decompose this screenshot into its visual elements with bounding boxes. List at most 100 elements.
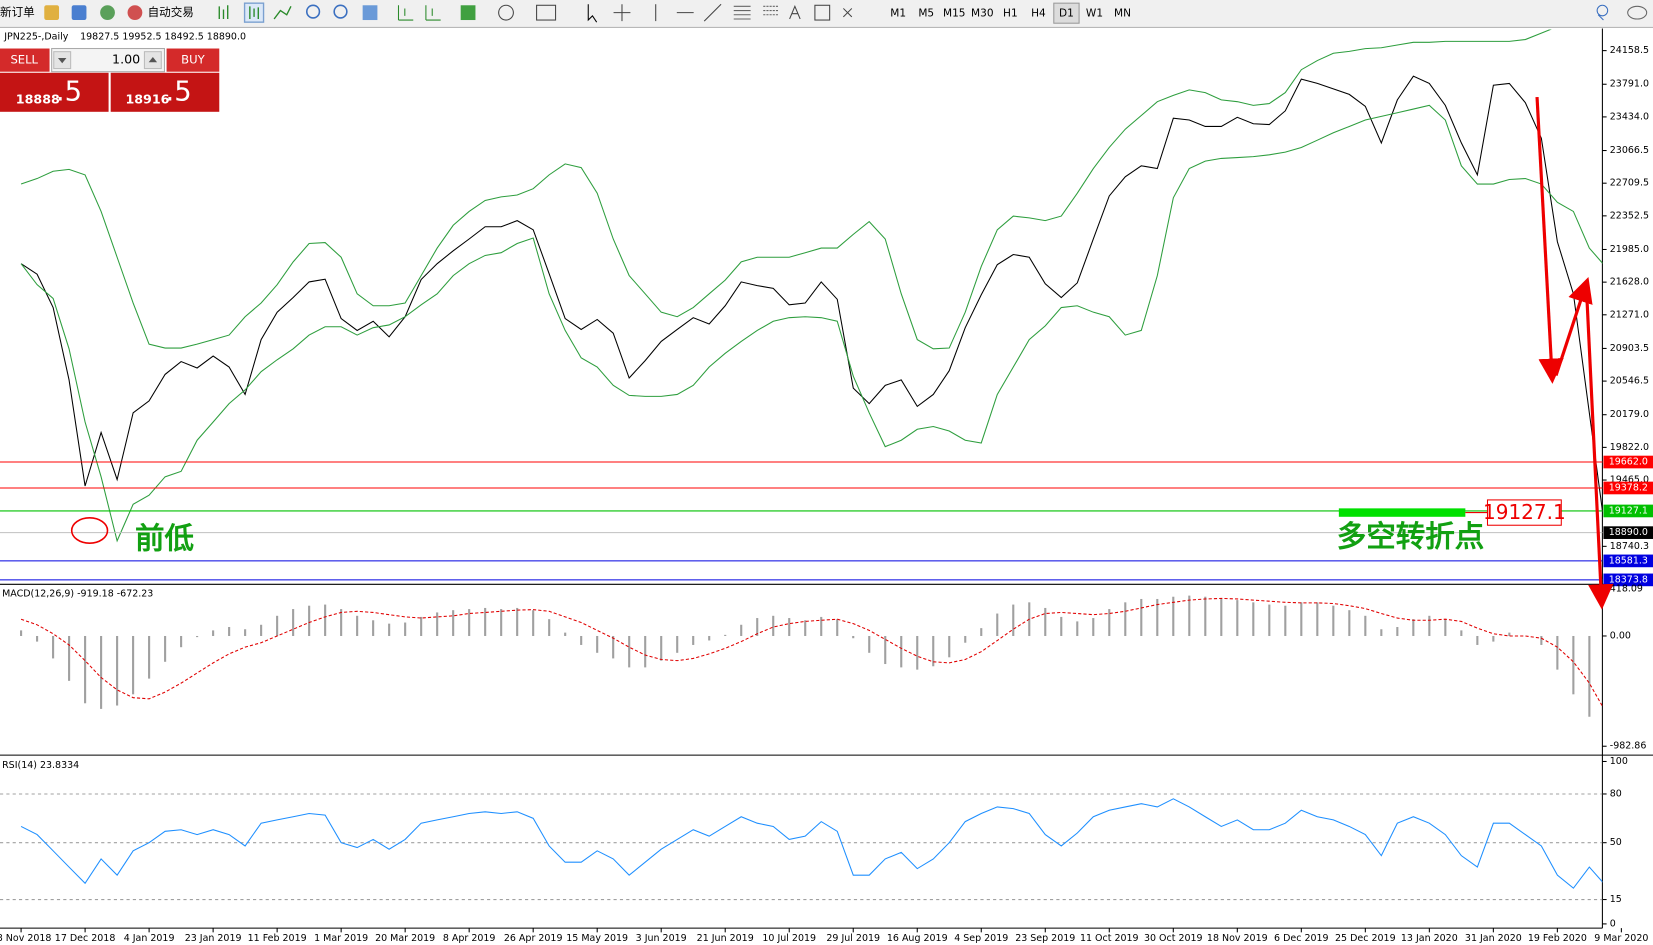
timeframe-button[interactable]: H1 bbox=[1003, 8, 1018, 20]
timeframe-button[interactable]: D1 bbox=[1059, 8, 1074, 20]
y-tick-label: 21985.0 bbox=[1610, 244, 1649, 255]
cursor[interactable] bbox=[587, 4, 598, 23]
ohlc: 19827.5 19952.5 18492.5 18890.0 bbox=[80, 31, 246, 42]
auto-trading-button[interactable]: 自动交易 bbox=[148, 5, 194, 19]
price-level-label: 18890.0 bbox=[1609, 527, 1648, 538]
timeframe-button[interactable]: MN bbox=[1114, 8, 1131, 20]
icon-line[interactable] bbox=[273, 6, 292, 20]
one-click-trading: SELL 1.00 BUY 18888 .5 18916 .5 bbox=[0, 47, 220, 112]
chat[interactable] bbox=[1627, 5, 1648, 20]
fibo[interactable] bbox=[763, 5, 779, 16]
macd-bar bbox=[308, 605, 311, 636]
macd-bar bbox=[900, 635, 903, 668]
macd-bar bbox=[36, 635, 39, 642]
timeframe-bar: M1 M5 M15 M30 H1 H4 D1 W1 MN bbox=[890, 2, 1131, 24]
macd-title: MACD(12,26,9) -919.18 -672.23 bbox=[2, 588, 153, 599]
lot-size[interactable]: 1.00 bbox=[112, 52, 140, 67]
crosshair[interactable] bbox=[613, 4, 631, 22]
y-tick-label: 21628.0 bbox=[1610, 277, 1649, 288]
arrow-up bbox=[148, 56, 158, 63]
macd-bar bbox=[1316, 602, 1319, 636]
text-tool[interactable] bbox=[789, 4, 801, 20]
price-level-box bbox=[1603, 504, 1653, 518]
icon[interactable] bbox=[44, 5, 60, 21]
macd-bar bbox=[932, 635, 935, 667]
shift[interactable] bbox=[425, 5, 441, 21]
channel[interactable] bbox=[733, 5, 751, 20]
y-tick-label: -982.86 bbox=[1610, 741, 1647, 752]
new-order-button[interactable]: 新订单 bbox=[0, 5, 35, 19]
icon[interactable] bbox=[100, 5, 115, 21]
macd-bar bbox=[196, 635, 199, 638]
macd-bar bbox=[1300, 602, 1303, 636]
indicators[interactable] bbox=[460, 5, 476, 21]
buy-button[interactable] bbox=[166, 48, 220, 72]
macd-bar bbox=[1092, 618, 1095, 636]
macd-bar bbox=[1444, 619, 1447, 636]
buy-label[interactable]: BUY bbox=[181, 53, 205, 67]
icon[interactable] bbox=[71, 5, 87, 21]
auto-trading-icon[interactable] bbox=[127, 5, 143, 21]
macd-bar bbox=[1396, 627, 1399, 636]
price-level-box bbox=[1603, 573, 1653, 587]
timeframe-button[interactable]: M5 bbox=[918, 8, 934, 20]
macd-bar bbox=[1012, 604, 1015, 636]
panel bbox=[20, 29, 1603, 543]
label-tool[interactable] bbox=[814, 4, 831, 21]
macd-bar bbox=[1204, 596, 1207, 636]
series-line bbox=[20, 597, 1603, 708]
timeframe-button[interactable]: M15 bbox=[943, 8, 965, 20]
y-tick-label: 21271.0 bbox=[1610, 309, 1649, 320]
timeframe-button[interactable]: W1 bbox=[1086, 8, 1103, 20]
timeframe-button[interactable]: M30 bbox=[971, 8, 993, 20]
macd-bar bbox=[564, 632, 567, 636]
macd-bar bbox=[996, 613, 999, 636]
templates[interactable] bbox=[536, 4, 557, 21]
price-level-label: 19662.0 bbox=[1609, 457, 1648, 468]
macd-bar bbox=[1364, 615, 1367, 636]
macd-bar bbox=[116, 635, 119, 706]
zoom-in[interactable] bbox=[305, 4, 321, 19]
series-line bbox=[20, 75, 1603, 515]
timeframe-button[interactable]: M1 bbox=[890, 8, 906, 20]
price-level-label: 19127.1 bbox=[1609, 505, 1648, 516]
y-tick-label: 80 bbox=[1610, 788, 1622, 799]
panel bbox=[20, 595, 1606, 739]
macd-bar bbox=[180, 635, 183, 648]
lot-spinner[interactable] bbox=[51, 47, 165, 73]
macd-bar bbox=[1156, 598, 1159, 636]
macd-bar bbox=[676, 635, 679, 653]
x-tick-label: 3 Jun 2019 bbox=[636, 933, 687, 944]
periods[interactable] bbox=[498, 4, 514, 21]
price-level-box bbox=[1603, 481, 1653, 495]
sell-label[interactable]: SELL bbox=[10, 53, 38, 67]
autoscroll[interactable] bbox=[397, 5, 414, 21]
macd-bar bbox=[1252, 602, 1255, 636]
macd-bar bbox=[52, 635, 55, 659]
x-tick-label: 11 Feb 2019 bbox=[248, 933, 307, 944]
macd-bar bbox=[644, 635, 647, 668]
rsi-title: RSI(14) 23.8334 bbox=[2, 760, 79, 771]
chart-tools bbox=[218, 2, 292, 23]
sell-price-box[interactable] bbox=[0, 72, 109, 112]
macd-bar bbox=[1604, 636, 1606, 739]
y-tick-label: 19822.0 bbox=[1610, 442, 1649, 453]
x-tick-label: 20 Mar 2019 bbox=[375, 933, 435, 944]
icon-bars[interactable] bbox=[218, 5, 229, 19]
buy-price-box[interactable] bbox=[110, 72, 220, 112]
zoom-out[interactable] bbox=[333, 4, 348, 19]
search[interactable] bbox=[1596, 4, 1609, 21]
pivot-bar bbox=[1338, 508, 1466, 517]
arrows-tool[interactable] bbox=[842, 8, 853, 18]
macd-bar bbox=[388, 623, 391, 636]
trendline[interactable] bbox=[703, 3, 722, 22]
timeframe-button[interactable]: H4 bbox=[1031, 8, 1046, 20]
macd-bar bbox=[548, 619, 551, 636]
macd-bar bbox=[68, 635, 71, 681]
macd-bar bbox=[1220, 598, 1223, 636]
tile[interactable] bbox=[362, 5, 378, 21]
sell-button[interactable] bbox=[0, 48, 50, 72]
macd-bar bbox=[724, 634, 727, 636]
